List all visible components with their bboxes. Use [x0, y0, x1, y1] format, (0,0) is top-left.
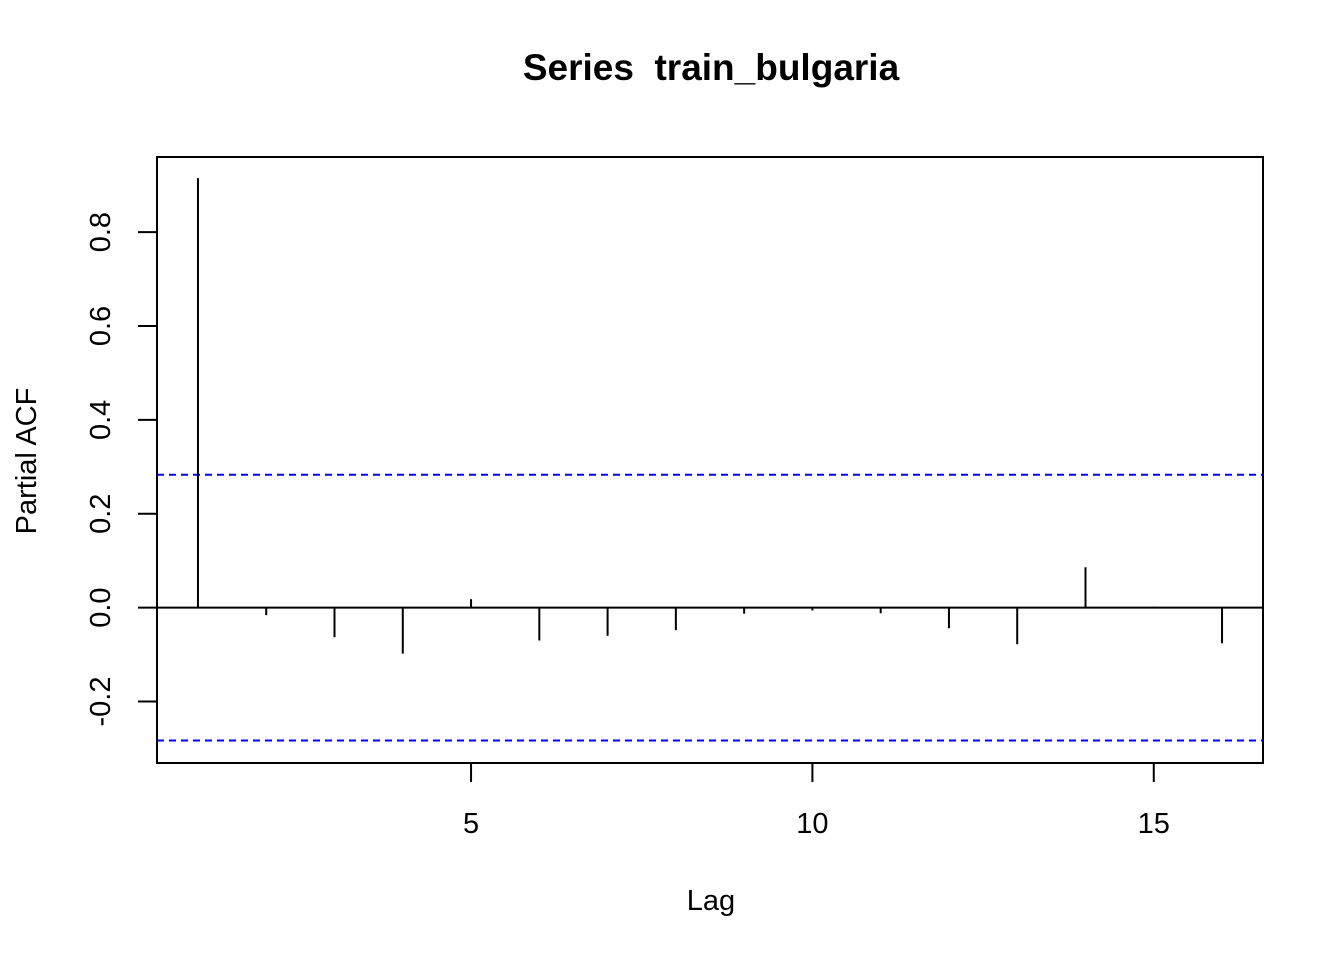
x-tick-label-10: 10 [796, 808, 828, 840]
plot-frame [156, 156, 1264, 764]
confidence-layer [157, 473, 1263, 742]
x-axis: 5 10 15 [463, 763, 1170, 840]
chart-title: Series train_bulgaria [523, 47, 900, 88]
x-tick-label-5: 5 [463, 808, 479, 840]
x-tick-label-15: 15 [1138, 808, 1170, 840]
y-axis-label: Partial ACF [11, 388, 43, 535]
y-axis: -0.2 0.0 0.2 0.4 0.6 0.8 [85, 212, 158, 727]
y-tick-label--0.2: -0.2 [85, 677, 117, 727]
y-tick-label-0.6: 0.6 [85, 306, 117, 346]
y-tick-label-0.8: 0.8 [85, 212, 117, 252]
y-tick-label-0.0: 0.0 [85, 587, 117, 627]
y-tick-label-0.2: 0.2 [85, 494, 117, 534]
x-axis-label: Lag [687, 885, 735, 917]
y-tick-label-0.4: 0.4 [85, 400, 117, 440]
bars-layer [196, 178, 1224, 654]
